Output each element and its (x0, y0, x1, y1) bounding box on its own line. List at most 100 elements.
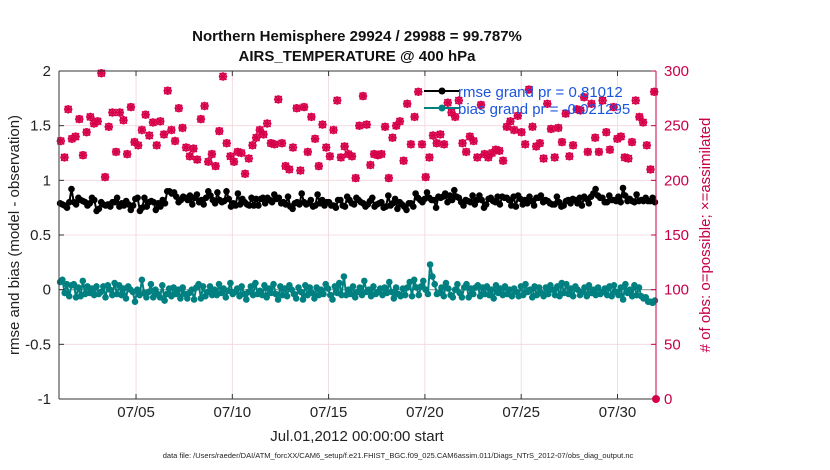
obs-assimilated-point-13 (104, 122, 113, 131)
obs-assimilated-mark-133 (546, 124, 556, 134)
obs-assimilated-point-5 (75, 114, 84, 124)
obs-assimilated-point-51 (244, 154, 253, 163)
series-1-point-170 (442, 279, 450, 287)
obs-assimilated-point-39 (200, 101, 209, 111)
obs-assimilated-point-158 (638, 118, 648, 127)
y-tick-label-right-4: 200 (664, 172, 689, 189)
obs-assimilated-point-118 (491, 145, 500, 154)
obs-assimilated-mark-114 (476, 100, 486, 110)
obs-assimilated-mark-156 (631, 96, 640, 105)
obs-assimilated-mark-16 (115, 108, 124, 117)
series-1-point-169 (440, 292, 448, 300)
obs-assimilated-point-95 (406, 140, 416, 149)
obs-assimilated-point-19 (126, 102, 136, 112)
obs-assimilated-mark-49 (237, 148, 246, 158)
obs-assimilated-mark-130 (535, 139, 545, 148)
obs-assimilated-mark-34 (181, 143, 191, 152)
obs-assimilated-point-133 (546, 124, 556, 134)
obs-assimilated-point-1 (60, 153, 69, 162)
y-tick-label-right-1: 50 (664, 336, 681, 353)
series-1-point-29 (122, 295, 130, 302)
series-0-point-121 (332, 204, 340, 211)
obs-assimilated-mark-14 (108, 108, 117, 117)
series-1-point-163 (426, 261, 434, 268)
series-0-point-42 (152, 206, 160, 214)
series-0-point-229 (578, 202, 586, 209)
obs-assimilated-mark-1 (60, 153, 69, 162)
obs-assimilated-mark-123 (509, 125, 519, 135)
series-0-point-187 (482, 201, 490, 208)
obs-assimilated-mark-115 (480, 149, 489, 159)
obs-assimilated-mark-40 (204, 157, 213, 166)
obs-assimilated-point-78 (344, 149, 353, 159)
series-0-point-141 (378, 198, 385, 206)
series-0-point-89 (259, 194, 267, 202)
x-tick-label-1: 07/10 (214, 404, 252, 421)
x-tick-label-4: 07/25 (502, 404, 540, 421)
obs-assimilated-point-92 (395, 117, 405, 126)
obs-assimilated-point-81 (355, 121, 364, 130)
obs-assimilated-mark-154 (624, 154, 633, 163)
obs-assimilated-point-105 (443, 98, 452, 107)
obs-assimilated-point-54 (255, 125, 264, 135)
obs-assimilated-mark-112 (469, 136, 478, 146)
obs-assimilated-mark-86 (373, 151, 382, 160)
obs-assimilated-point-110 (462, 147, 471, 157)
series-1-point-205 (522, 280, 529, 288)
obs-assimilated-mark-51 (244, 154, 253, 163)
series-1-point-180 (465, 294, 473, 301)
y-tick-label-left-2: 0 (43, 282, 51, 299)
obs-assimilated-point-115 (480, 149, 489, 159)
obs-assimilated-mark-65 (296, 166, 305, 175)
series-0-point-110 (307, 196, 315, 204)
series-1-point-148 (392, 284, 400, 291)
series-0-point-144 (385, 192, 392, 199)
obs-assimilated-mark-63 (288, 143, 298, 152)
obs-assimilated-mark-2 (64, 105, 73, 114)
series-0-point-147 (391, 195, 399, 203)
obs-assimilated-point-20 (130, 137, 139, 147)
obs-assimilated-point-101 (428, 131, 438, 140)
obs-assimilated-mark-140 (572, 105, 581, 114)
obs-assimilated-mark-10 (93, 117, 102, 126)
obs-assimilated-mark-136 (557, 137, 567, 147)
series-1-point-182 (470, 290, 477, 298)
series-1-point-33 (131, 298, 139, 306)
obs-assimilated-mark-83 (362, 120, 371, 129)
series-0-point-123 (337, 196, 344, 204)
series-0-point-15 (91, 196, 98, 204)
series-1-point-211 (535, 284, 543, 291)
obs-assimilated-mark-35 (185, 152, 194, 161)
series-1-point-116 (320, 290, 327, 298)
obs-assimilated-point-76 (336, 153, 346, 162)
obs-assimilated-mark-89 (384, 173, 393, 183)
obs-assimilated-mark-19 (126, 102, 136, 112)
obs-assimilated-point-64 (292, 104, 301, 113)
series-0-point-173 (451, 186, 458, 194)
obs-assimilated-point-155 (627, 137, 637, 147)
obs-assimilated-point-72 (322, 143, 331, 152)
obs-assimilated-mark-58 (270, 140, 279, 149)
series-1-point-36 (138, 276, 146, 284)
series-0-point-113 (314, 191, 321, 198)
obs-assimilated-mark-126 (521, 140, 530, 149)
obs-assimilated-mark-37 (193, 155, 202, 164)
series-1-point-138 (370, 283, 377, 290)
obs-assimilated-mark-161 (650, 87, 659, 96)
y-tick-label-right-2: 100 (664, 282, 689, 299)
series-1-point-73 (222, 294, 230, 301)
obs-assimilated-mark-70 (314, 161, 323, 171)
series-1-point-143 (381, 284, 389, 291)
obs-assimilated-point-47 (229, 157, 239, 166)
obs-assimilated-point-93 (399, 156, 408, 165)
series-1-point-199 (508, 292, 516, 300)
obs-assimilated-point-142 (579, 93, 589, 102)
obs-assimilated-mark-132 (543, 99, 552, 108)
series-0-point-3 (63, 204, 71, 211)
series-1-point-8 (75, 284, 82, 291)
obs-assimilated-point-62 (285, 165, 294, 174)
series-1-point-251 (626, 286, 634, 294)
obs-assimilated-mark-107 (451, 112, 460, 122)
obs-assimilated-mark-105 (443, 98, 452, 107)
series-1-point-226 (569, 292, 577, 300)
